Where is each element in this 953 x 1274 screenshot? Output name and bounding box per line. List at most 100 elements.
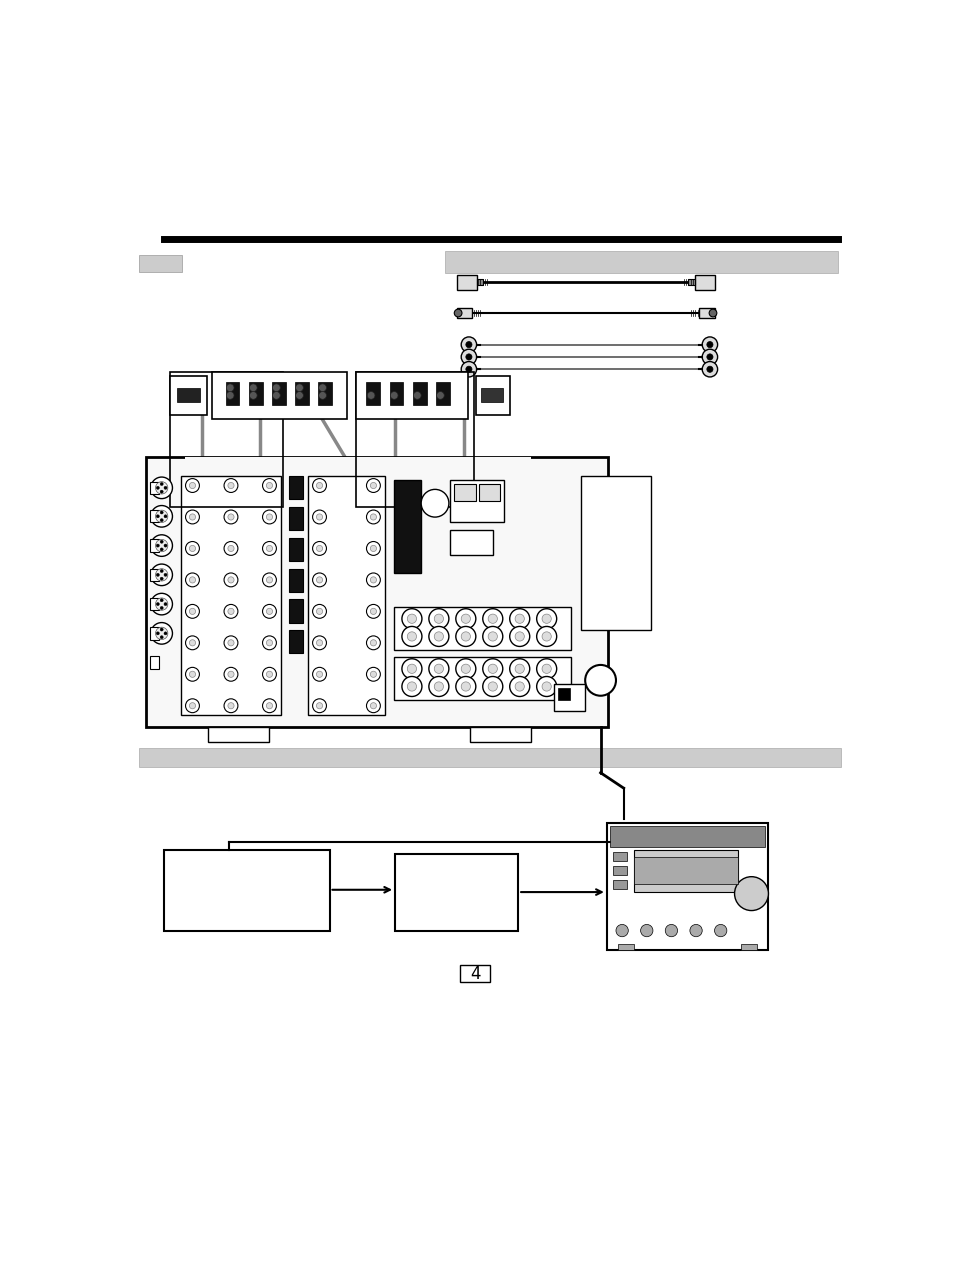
Circle shape [482,659,502,679]
Circle shape [313,510,326,524]
Circle shape [224,668,237,682]
Circle shape [228,703,233,708]
Circle shape [456,676,476,697]
Circle shape [515,632,524,641]
Circle shape [509,676,529,697]
Circle shape [160,490,163,493]
Circle shape [465,341,472,348]
Circle shape [262,604,276,618]
Circle shape [701,336,717,353]
Circle shape [155,510,168,522]
Circle shape [482,627,502,646]
Circle shape [420,489,449,517]
Bar [612,852,626,861]
Circle shape [185,699,199,712]
Bar [289,507,302,530]
Circle shape [584,665,616,696]
Circle shape [313,541,326,555]
Bar [177,387,200,401]
Circle shape [228,483,233,489]
Circle shape [160,577,163,580]
Circle shape [370,577,376,583]
Circle shape [370,483,376,489]
Circle shape [151,506,172,527]
Circle shape [664,925,677,936]
Circle shape [366,699,380,712]
Circle shape [640,925,652,936]
Circle shape [460,336,476,353]
Circle shape [313,479,326,493]
Circle shape [706,341,712,348]
Circle shape [407,664,416,674]
Circle shape [185,668,199,682]
Circle shape [460,682,470,691]
Circle shape [228,608,233,614]
Circle shape [226,391,233,399]
Circle shape [164,573,167,576]
Circle shape [190,513,195,520]
Bar [150,656,159,669]
Circle shape [366,479,380,493]
Circle shape [224,510,237,524]
Circle shape [155,539,168,552]
Circle shape [156,632,159,634]
Bar [150,510,159,522]
Circle shape [156,573,159,576]
Circle shape [436,391,444,399]
Bar [289,631,302,654]
Circle shape [515,682,524,691]
Circle shape [401,676,421,697]
Bar [289,600,302,623]
Circle shape [366,510,380,524]
Bar [476,279,482,285]
Circle shape [316,545,322,552]
Circle shape [537,609,557,629]
Circle shape [541,682,551,691]
Circle shape [151,564,172,586]
Circle shape [224,604,237,618]
Bar [699,307,714,318]
Bar [694,274,714,290]
Bar [612,880,626,889]
Circle shape [190,703,195,708]
Circle shape [316,640,322,646]
Circle shape [407,614,416,623]
Circle shape [266,671,273,678]
Circle shape [316,608,322,614]
Bar [554,684,584,711]
Circle shape [249,383,257,391]
Circle shape [429,627,449,646]
Circle shape [160,540,163,543]
Circle shape [318,383,326,391]
Circle shape [190,608,195,614]
Circle shape [313,573,326,587]
Circle shape [313,668,326,682]
Bar [150,539,159,552]
Circle shape [190,671,195,678]
Circle shape [224,699,237,712]
Bar [394,608,571,650]
Circle shape [429,609,449,629]
Bar [413,382,426,405]
Bar [164,850,329,930]
Circle shape [262,510,276,524]
Circle shape [460,614,470,623]
Circle shape [541,614,551,623]
Circle shape [228,545,233,552]
Circle shape [541,664,551,674]
Circle shape [190,577,195,583]
Bar [213,372,347,419]
Bar [460,966,489,982]
Circle shape [155,627,168,640]
Circle shape [366,636,380,650]
Circle shape [706,354,712,361]
Circle shape [190,483,195,489]
Circle shape [224,541,237,555]
Bar [146,457,608,726]
Circle shape [509,659,529,679]
Bar [454,484,476,501]
Circle shape [316,483,322,489]
Circle shape [155,568,168,581]
Bar [618,944,633,950]
Circle shape [228,640,233,646]
